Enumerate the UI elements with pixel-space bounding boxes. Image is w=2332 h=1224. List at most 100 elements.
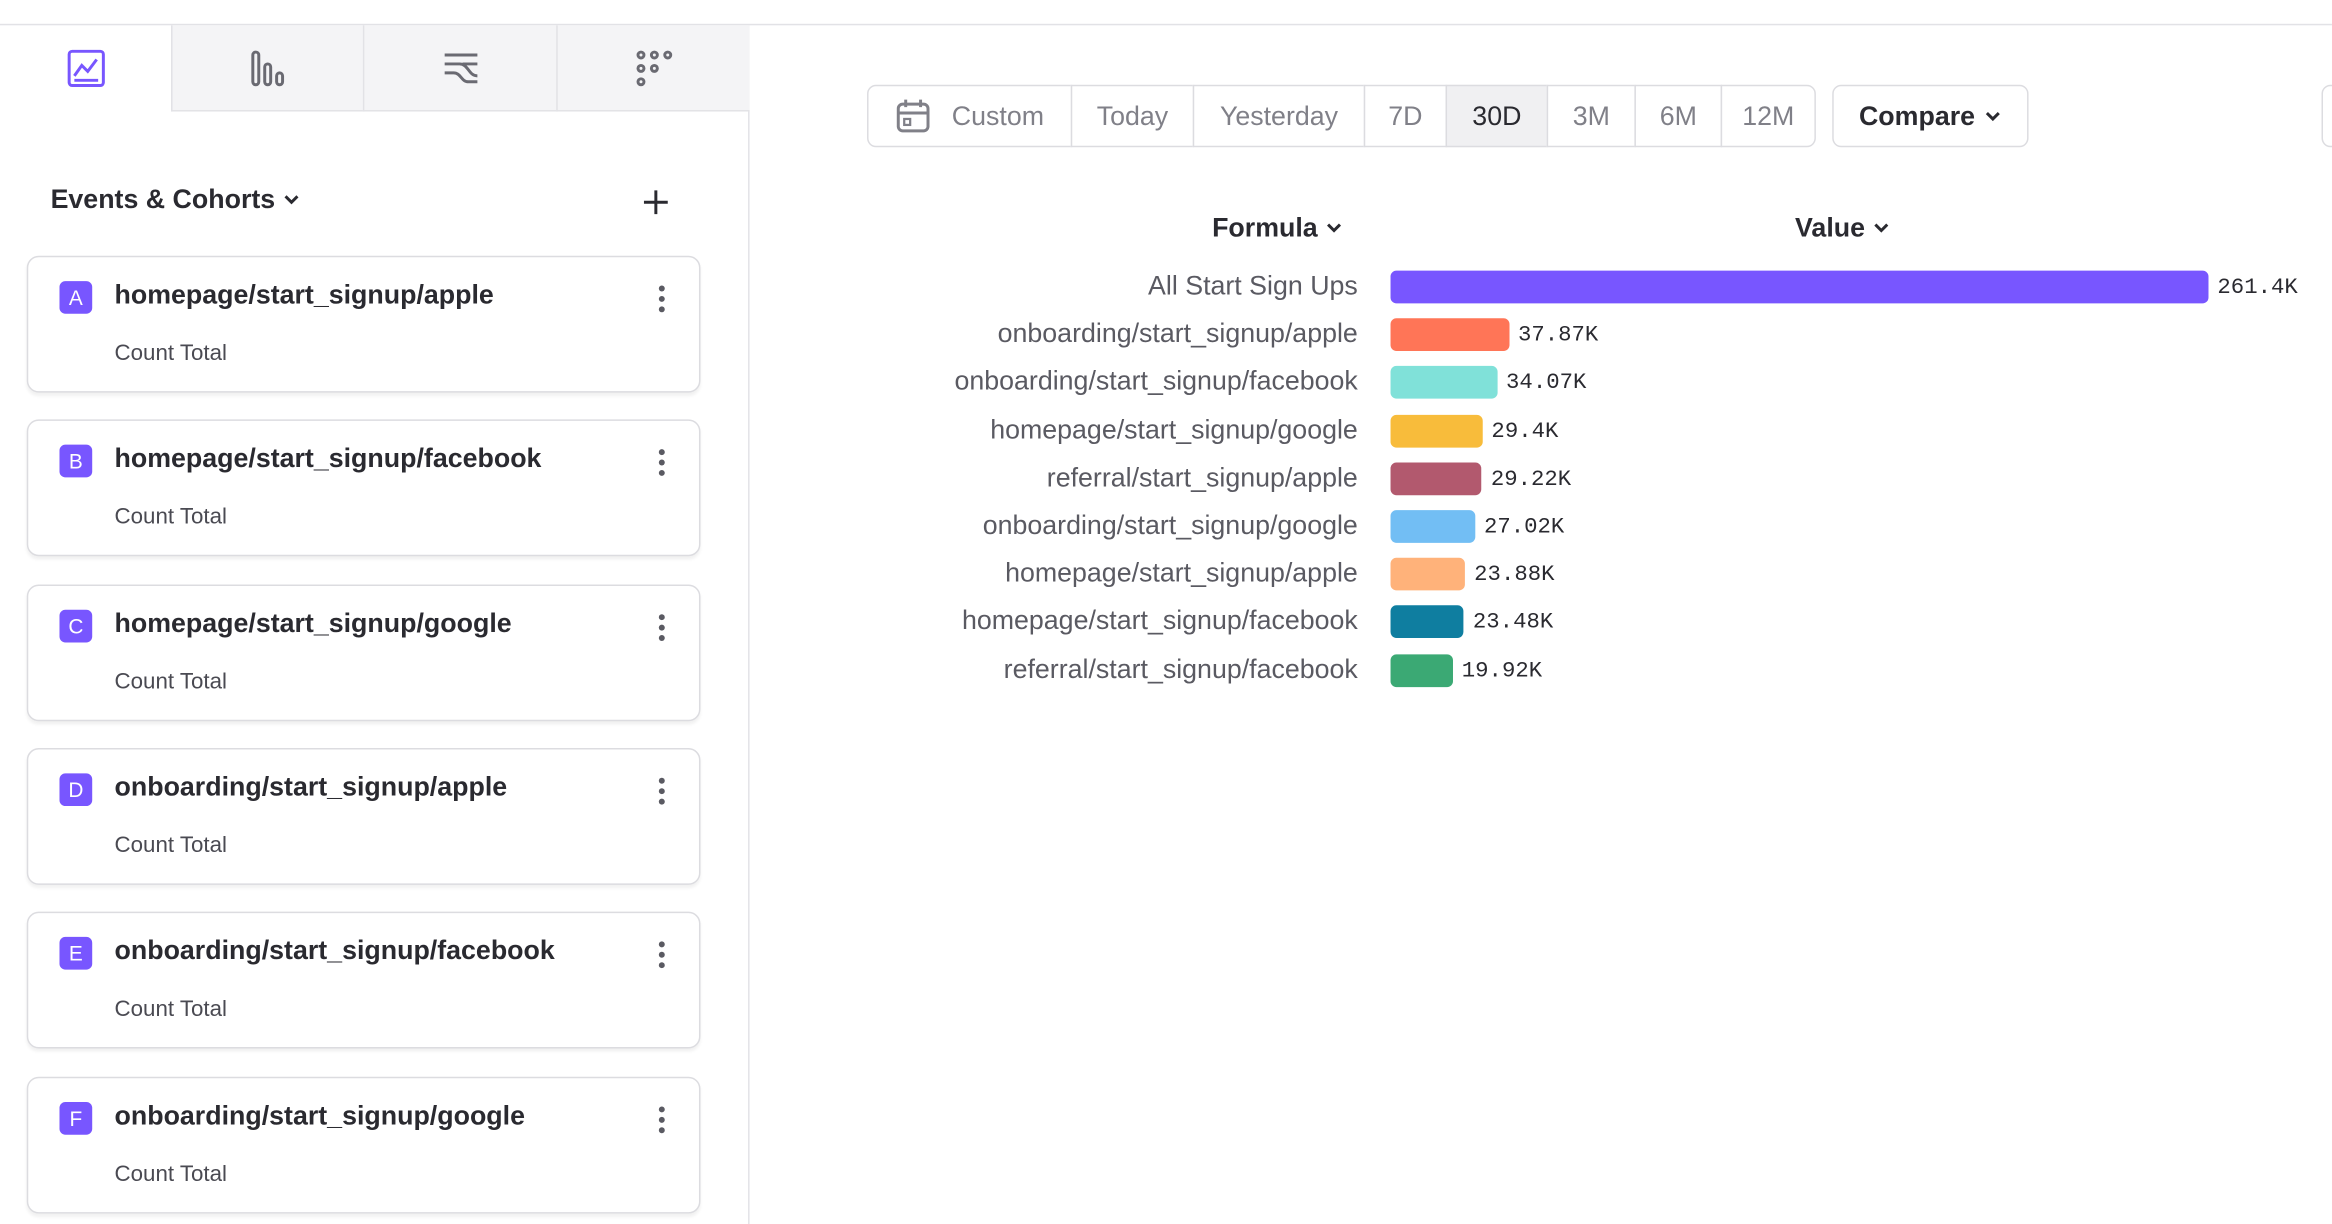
event-name: homepage/start_signup/facebook bbox=[114, 443, 542, 474]
more-menu[interactable] bbox=[658, 449, 668, 481]
date-range-text: Today bbox=[1096, 100, 1169, 131]
value-label: 23.88K bbox=[1474, 562, 1555, 588]
value-label: 34.07K bbox=[1506, 370, 1587, 397]
tab-funnels[interactable] bbox=[171, 25, 365, 112]
sidebar-border bbox=[748, 25, 750, 1224]
date-range-text: Custom bbox=[951, 100, 1045, 131]
top-border bbox=[0, 23, 2332, 26]
value-label: 261.4K bbox=[2217, 275, 2298, 301]
bar[interactable] bbox=[1390, 653, 1453, 687]
bar[interactable] bbox=[1390, 318, 1510, 352]
row-label: onboarding/start_signup/google bbox=[982, 510, 1358, 540]
chevron bbox=[1874, 223, 1889, 233]
more-menu[interactable] bbox=[658, 613, 668, 645]
icon-bars bbox=[250, 49, 284, 86]
event-measure: Count Total bbox=[114, 340, 227, 366]
bar[interactable] bbox=[1390, 366, 1498, 400]
date-range-text: 12M bbox=[1742, 100, 1795, 131]
date-range-button[interactable]: 3M bbox=[1546, 84, 1636, 148]
date-range-text: 3M bbox=[1572, 100, 1610, 131]
more-menu[interactable] bbox=[658, 941, 668, 973]
event-measure: Count Total bbox=[114, 668, 227, 694]
compare-button[interactable]: Compare bbox=[1832, 84, 2029, 148]
event-measure: Count Total bbox=[114, 832, 227, 858]
event-name: onboarding/start_signup/facebook bbox=[114, 935, 555, 966]
date-range-text: 6M bbox=[1659, 100, 1697, 131]
event-letter: F bbox=[59, 1101, 93, 1134]
event-letter: C bbox=[59, 609, 93, 642]
value-header[interactable]: Value bbox=[1795, 213, 1890, 244]
event-measure: Count Total bbox=[114, 1160, 227, 1187]
event-letter: D bbox=[59, 773, 93, 806]
section-title[interactable]: Events & Cohorts bbox=[51, 184, 301, 215]
row-label: homepage/start_signup/google bbox=[990, 414, 1358, 445]
bar[interactable] bbox=[1390, 510, 1476, 543]
chevron bbox=[1985, 111, 2000, 122]
date-range-button[interactable]: 6M bbox=[1634, 84, 1723, 148]
tab-flows[interactable] bbox=[362, 25, 558, 112]
event-name: onboarding/start_signup/apple bbox=[114, 771, 508, 802]
row-label: referral/start_signup/facebook bbox=[1003, 653, 1358, 684]
tab-insights[interactable] bbox=[0, 25, 171, 111]
chevron bbox=[284, 195, 299, 205]
value-label: 29.4K bbox=[1491, 418, 1559, 445]
value-label: 37.87K bbox=[1517, 323, 1599, 349]
value-label: 23.48K bbox=[1472, 610, 1554, 636]
bar[interactable] bbox=[1390, 414, 1483, 448]
header-text: Value bbox=[1795, 212, 1865, 243]
formula-header[interactable]: Formula bbox=[1212, 213, 1343, 244]
row-label: homepage/start_signup/facebook bbox=[961, 605, 1358, 636]
row-label: onboarding/start_signup/apple bbox=[997, 318, 1358, 349]
bar[interactable] bbox=[1390, 557, 1466, 591]
bar[interactable] bbox=[1390, 605, 1464, 639]
date-range-text: Yesterday bbox=[1219, 100, 1339, 131]
date-range-button[interactable]: Yesterday bbox=[1192, 84, 1366, 148]
bar[interactable] bbox=[1390, 270, 2209, 304]
icon-calendar bbox=[896, 99, 930, 133]
tab-retention[interactable] bbox=[556, 25, 750, 112]
more-menu[interactable] bbox=[658, 777, 668, 809]
date-range-text: 30D bbox=[1472, 100, 1522, 131]
date-range-button[interactable]: 30D bbox=[1445, 84, 1549, 148]
event-measure: Count Total bbox=[114, 504, 227, 530]
event-letter: A bbox=[59, 281, 93, 314]
event-name: onboarding/start_signup/google bbox=[114, 1099, 525, 1130]
row-label: All Start Sign Ups bbox=[1148, 270, 1358, 301]
event-letter: E bbox=[59, 937, 93, 970]
add-button[interactable] bbox=[642, 189, 669, 216]
more-menu[interactable] bbox=[658, 285, 668, 317]
header-text: Formula bbox=[1212, 212, 1318, 243]
event-letter: B bbox=[59, 445, 93, 478]
date-range-button[interactable]: 12M bbox=[1720, 84, 1816, 148]
row-label: referral/start_signup/apple bbox=[1046, 462, 1358, 492]
cut-off-button[interactable] bbox=[2321, 84, 2332, 148]
value-label: 29.22K bbox=[1490, 466, 1572, 492]
icon-grid bbox=[635, 49, 672, 86]
section-title-text: Events & Cohorts bbox=[50, 184, 276, 215]
date-range-button[interactable]: Today bbox=[1070, 84, 1195, 148]
date-range-button[interactable]: 7D bbox=[1363, 84, 1448, 148]
event-name: homepage/start_signup/google bbox=[114, 607, 512, 638]
date-range-text: 7D bbox=[1388, 100, 1423, 131]
value-label: 27.02K bbox=[1483, 514, 1565, 540]
chevron bbox=[1327, 223, 1342, 233]
bar[interactable] bbox=[1390, 462, 1482, 495]
row-label: homepage/start_signup/apple bbox=[1005, 557, 1358, 588]
date-range-button[interactable]: Custom bbox=[867, 84, 1073, 148]
more-menu[interactable] bbox=[658, 1105, 668, 1137]
event-measure: Count Total bbox=[114, 996, 227, 1022]
compare-text: Compare bbox=[1858, 100, 1976, 131]
event-name: homepage/start_signup/apple bbox=[114, 279, 494, 310]
icon-flows bbox=[444, 52, 478, 83]
row-label: onboarding/start_signup/facebook bbox=[954, 366, 1358, 397]
icon-line-chart bbox=[66, 49, 105, 88]
value-label: 19.92K bbox=[1461, 658, 1543, 684]
